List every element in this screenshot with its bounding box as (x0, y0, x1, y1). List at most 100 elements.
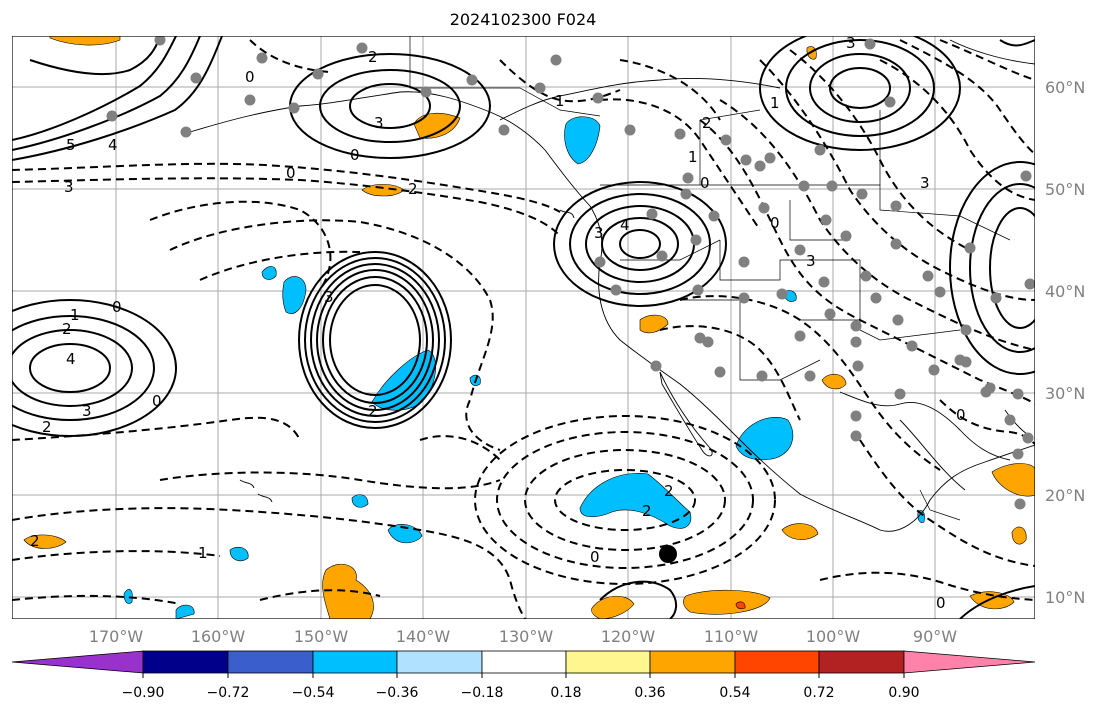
colorbar-tick-label: 0.18 (550, 685, 581, 701)
longitude-labels: 170°W 160°W 150°W 140°W 130°W 120°W 110°… (89, 627, 957, 646)
contour-line (554, 469, 696, 531)
colorbar-segment (11, 650, 144, 674)
positive-anomaly-region (413, 112, 461, 139)
contour-label: 0 (936, 594, 946, 612)
shaded-anomalies (23, 36, 1035, 619)
positive-anomaly-region (49, 36, 121, 46)
positive-anomaly-region (322, 563, 374, 619)
lon-label: 100°W (806, 627, 861, 646)
contour-line (12, 36, 223, 161)
contour-line (599, 580, 677, 619)
colorbar-tick-label: 0.54 (719, 685, 750, 701)
contour-line (809, 53, 911, 123)
contour-line (310, 263, 440, 417)
colorbar-segment (734, 650, 820, 674)
contour-line (12, 507, 526, 619)
contour-line (759, 36, 961, 151)
contour-label: 1 (555, 92, 565, 110)
contour-line (12, 594, 181, 605)
contour-line (29, 36, 161, 76)
contour-line (304, 257, 446, 423)
positive-anomaly-region (639, 314, 669, 334)
contour-line (599, 98, 761, 231)
colorbar-ticks (142, 673, 905, 678)
contour-label: 2 (408, 180, 418, 198)
contour-label: 3 (374, 114, 384, 132)
colorbar-tick-labels: −0.90 −0.72 −0.54 −0.36 −0.18 0.18 0.36 … (122, 685, 920, 701)
contour-label: 1 (70, 306, 80, 324)
contour-label: 1 (770, 94, 780, 112)
lon-label: 150°W (294, 627, 349, 646)
colorbar-segment (227, 650, 314, 674)
contour-line (524, 449, 726, 551)
contour-line (474, 415, 776, 585)
positive-anomaly-region (1011, 526, 1027, 545)
contour-line (959, 585, 1035, 619)
negative-anomaly-region (351, 494, 369, 508)
contour-label: 0 (112, 298, 122, 316)
negative-anomaly-region (123, 589, 133, 604)
contour-line (12, 162, 561, 213)
colorbar-tick-label: −0.72 (207, 685, 250, 701)
negative-anomaly-region (175, 604, 195, 619)
contour-line (899, 39, 1035, 155)
negative-anomaly-region (564, 116, 601, 165)
contour-labels: 2 0 3 1 1 2 3 5 4 3 0 3 2 0 1 0 4 3 0 3 … (30, 34, 966, 612)
lat-label: 10°N (1045, 588, 1085, 607)
positive-anomaly-region (683, 589, 771, 615)
lat-label: 30°N (1045, 384, 1085, 403)
colorbar-tick-label: −0.36 (376, 685, 419, 701)
lon-label: 140°W (396, 627, 451, 646)
contour-line (199, 250, 361, 281)
contour-label: 0 (152, 392, 162, 410)
contour-label: 0 (956, 406, 966, 424)
colorbar-tick-label: 0.90 (888, 685, 919, 701)
lon-label: 130°W (499, 627, 554, 646)
contour-line (419, 435, 501, 461)
coastlines (189, 39, 1035, 532)
strong-positive-anomaly-region (735, 601, 746, 610)
lat-label: 50°N (1045, 180, 1085, 199)
contour-line (12, 550, 221, 561)
contour-line (12, 329, 133, 407)
colorbar-segment (312, 650, 398, 674)
contour-line (939, 39, 1035, 81)
contour-label: 1 (198, 544, 208, 562)
contour-label: 2 (368, 402, 378, 420)
contour-line (553, 181, 727, 307)
colorbar-tick-label: −0.54 (292, 685, 335, 701)
contour-label: 2 (62, 320, 72, 338)
negative-anomaly-region (282, 276, 307, 314)
latitude-labels: 60°N 50°N 40°N 30°N 20°N 10°N (1045, 78, 1085, 607)
contour-label: 2 (368, 48, 378, 66)
station-dots (106, 36, 1035, 510)
positive-anomaly-region (991, 463, 1035, 497)
contour-line (819, 571, 1035, 601)
map-panel: 2 0 3 1 1 2 3 5 4 3 0 3 2 0 1 0 4 3 0 3 … (12, 34, 1035, 619)
colorbar-tick-label: −0.18 (461, 685, 504, 701)
lon-label: 90°W (913, 627, 957, 646)
contour-line (679, 295, 941, 471)
contour-label: 5 (66, 136, 76, 154)
contour-label: 3 (846, 34, 856, 52)
contour-line (989, 207, 1035, 329)
contour-label: 2 (664, 482, 674, 500)
contour-line (569, 193, 711, 295)
contour-line (12, 416, 301, 441)
contour-line (496, 431, 754, 569)
colorbar-segment (396, 650, 483, 674)
contour-line (619, 59, 721, 121)
contour-line (12, 36, 201, 151)
contour-label: 0 (286, 164, 296, 182)
colorbar-segment (481, 650, 567, 674)
colorbar-segment (903, 650, 1036, 674)
negative-anomaly-region (261, 266, 277, 280)
contour-label: 2 (30, 532, 40, 550)
colorbar-segment (142, 650, 229, 674)
negative-anomaly-region (229, 546, 249, 562)
lat-label: 60°N (1045, 78, 1085, 97)
contour-line (316, 269, 434, 411)
contour-label: 3 (82, 402, 92, 420)
contour-line (969, 183, 1035, 353)
contour-line (298, 251, 452, 429)
